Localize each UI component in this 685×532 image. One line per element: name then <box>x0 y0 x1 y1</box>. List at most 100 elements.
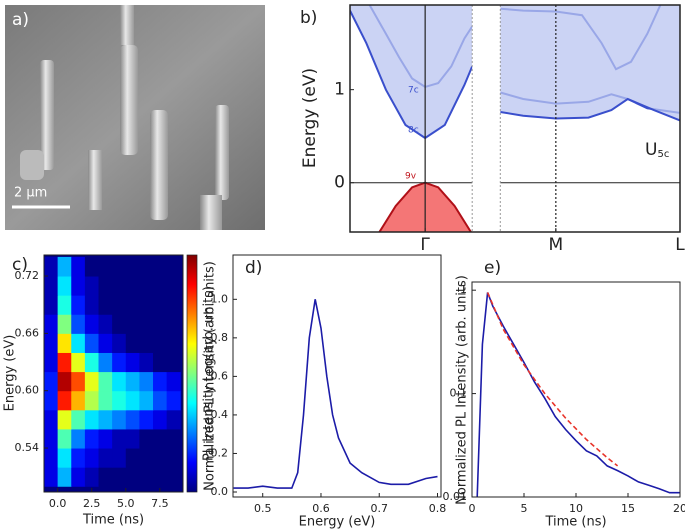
x-tick-label: M <box>549 235 564 255</box>
x-axis-label: Time (ns) <box>82 513 144 528</box>
frame <box>43 254 184 493</box>
sem-image <box>5 5 265 230</box>
x-tick-label: 15 <box>621 502 635 515</box>
heatmap-cell <box>153 390 168 411</box>
heatmap-cell <box>98 409 113 430</box>
heatmap-cell <box>44 314 59 334</box>
annotation: U5c <box>645 140 669 160</box>
heatmap-cell <box>84 371 100 392</box>
heatmap-cell <box>112 448 127 468</box>
heatmap-cell <box>166 333 181 353</box>
heatmap-cell <box>125 295 140 315</box>
y-tick-label: 0.01 <box>443 490 468 503</box>
x-tick-label: 2.5 <box>83 497 101 510</box>
band-annotations: 7c 8c 9v U5c <box>405 86 669 182</box>
heatmap-cell <box>153 409 168 430</box>
heatmap-cell <box>112 467 127 487</box>
heatmap-cell <box>112 390 127 411</box>
heatmap-cell <box>98 467 113 487</box>
scale-bar-label: 2 μm <box>14 186 47 201</box>
heatmap-cell <box>57 276 72 296</box>
heatmap-cell <box>139 409 154 430</box>
y-axis-label: Normalized PL Intensity (arb. units) <box>203 261 218 491</box>
heatmap-cell <box>98 352 113 373</box>
heatmap-cell <box>153 352 168 373</box>
series-line <box>476 292 680 497</box>
heatmap-cell <box>84 333 100 353</box>
y-axis-label: Normalized PL Intensity (arb. units) <box>455 275 470 505</box>
y-tick-label: 0.54 <box>15 441 40 454</box>
y-tick-label: 1 <box>334 80 345 100</box>
heatmap-cell <box>71 390 86 411</box>
x-tick-label: 0.0 <box>49 497 67 510</box>
annotation: 8c <box>408 126 419 136</box>
y-tick-label: 0.0 <box>211 485 229 498</box>
x-tick-label: 20 <box>673 502 685 515</box>
heatmap-cell <box>166 467 181 487</box>
y-axis-label: Energy (eV) <box>3 335 18 412</box>
heatmap-cell <box>166 352 181 373</box>
heatmap-cell <box>84 352 100 373</box>
heatmap-cell <box>112 256 127 277</box>
x-tick-label: 7.5 <box>151 497 169 510</box>
heatmap-cell <box>71 371 86 392</box>
heatmap-cell <box>125 256 140 277</box>
heatmap-cell <box>84 390 100 411</box>
heatmap-cell <box>112 352 127 373</box>
x-tick-label: 0.8 <box>429 502 447 515</box>
heatmap-cell <box>112 314 127 334</box>
heatmap-cell <box>166 390 181 411</box>
x-tick-label: 10 <box>569 502 583 515</box>
heatmap-cell <box>98 256 113 277</box>
heatmap-cell <box>84 448 100 468</box>
heatmap-cell <box>44 448 59 468</box>
heatmap-cell <box>44 295 59 315</box>
y-tick-label: 1 <box>460 283 467 296</box>
heatmap-cell <box>166 371 181 392</box>
panel: 0.5 0.6 0.7 0.8 0.0 0.2 0.4 0.6 0.8 1.0 d) Energy (… <box>203 254 447 530</box>
panel-label: c) <box>12 255 28 275</box>
heatmap-cell <box>71 295 86 315</box>
heatmap-cell <box>71 428 86 449</box>
heatmap-cell <box>71 352 86 373</box>
y-tick-label: 0.60 <box>15 384 40 397</box>
frame <box>349 4 681 233</box>
heatmap-cell <box>57 409 72 430</box>
heatmap-cell <box>44 428 59 449</box>
heatmap-cell <box>98 390 113 411</box>
panel-label: e) <box>484 258 501 278</box>
colorbar-label: PL Intensity Log(arb. units) <box>202 286 217 461</box>
annotation-sub: 5c <box>657 149 669 160</box>
heatmap-cell <box>139 428 154 449</box>
y-tick-label: 0.1 <box>450 387 468 400</box>
series-line <box>486 292 619 467</box>
frame <box>471 281 681 498</box>
panel-label: d) <box>245 258 262 278</box>
heatmap-cell <box>112 333 127 353</box>
heatmap-cell <box>153 276 168 296</box>
heatmap-cell <box>139 352 154 373</box>
panel-label: b) <box>300 8 317 28</box>
heatmap-cell <box>112 409 127 430</box>
plot-area <box>350 5 680 232</box>
heatmap-cell <box>139 448 154 468</box>
heatmap-cell <box>139 295 154 315</box>
annotation: 9v <box>405 172 417 182</box>
x-tick-label: 5 <box>521 502 528 515</box>
heatmap-cell <box>57 428 72 449</box>
heatmap-cell <box>166 448 181 468</box>
heatmap-cell <box>139 371 154 392</box>
heatmap-cell <box>57 467 72 487</box>
heatmap-cell <box>57 333 72 353</box>
heatmap-cell <box>166 276 181 296</box>
heatmap-cell <box>125 314 140 334</box>
y-tick-label: 1.0 <box>211 292 229 305</box>
colorbar <box>186 254 198 493</box>
heatmap-cell <box>84 467 100 487</box>
band-fill <box>350 5 473 138</box>
heatmap-cell <box>139 276 154 296</box>
heatmap-cell <box>84 276 100 296</box>
y-tick-label: 0 <box>334 173 345 193</box>
series-line <box>350 10 474 140</box>
heatmap-cell <box>139 333 154 353</box>
